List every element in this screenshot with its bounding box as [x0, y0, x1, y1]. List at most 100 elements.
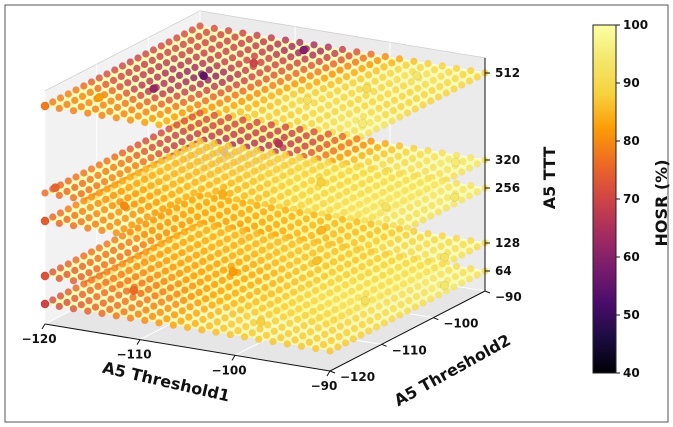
colorbar-gradient [592, 24, 617, 374]
field-point [223, 124, 231, 132]
field-point [244, 104, 252, 112]
field-point [408, 183, 417, 191]
field-point [236, 165, 244, 173]
field-point [118, 232, 127, 240]
field-point [309, 109, 317, 117]
field-point [201, 39, 209, 47]
field-point [71, 96, 79, 104]
field-point [344, 149, 352, 157]
field-point [218, 276, 226, 284]
field-point [450, 200, 458, 208]
field-point [237, 237, 246, 245]
data-point [317, 225, 327, 235]
field-point [169, 180, 177, 188]
field-point [108, 174, 116, 182]
field-point [300, 180, 308, 189]
field-point [186, 303, 194, 311]
field-point [323, 168, 331, 177]
field-point [450, 283, 458, 291]
field-point [133, 179, 141, 187]
field-point [230, 299, 238, 308]
field-point [275, 88, 283, 96]
field-point [206, 170, 215, 178]
field-point [307, 148, 316, 157]
field-point [402, 176, 410, 184]
field-point [374, 313, 382, 321]
field-point [392, 201, 400, 209]
field-point [160, 79, 168, 87]
field-point [87, 276, 96, 284]
field-point [324, 101, 333, 109]
field-point [352, 314, 360, 322]
field-point [78, 92, 87, 100]
field-point [366, 61, 374, 69]
field-point [434, 291, 443, 299]
field-point [209, 122, 217, 130]
field-point [71, 266, 79, 274]
field-point [250, 167, 259, 175]
field-point [147, 237, 155, 245]
field-point [162, 146, 171, 154]
field-point [291, 336, 299, 344]
field-point [126, 173, 134, 181]
data-point [94, 92, 104, 102]
field-point [291, 80, 299, 88]
field-point [411, 220, 419, 228]
field-point [162, 174, 171, 182]
field-point [150, 104, 158, 112]
field-point [161, 69, 169, 77]
field-point [366, 259, 374, 267]
field-point [116, 253, 124, 261]
field-point [322, 262, 330, 270]
field-point [309, 166, 317, 174]
field-point [107, 97, 115, 105]
field-point [56, 264, 65, 272]
field-point [173, 121, 181, 129]
field-point [351, 173, 360, 181]
data-point [228, 267, 238, 277]
field-point [302, 301, 311, 309]
field-point [196, 192, 204, 200]
field-point [231, 33, 239, 41]
field-point [98, 111, 106, 119]
field-point [437, 72, 445, 80]
field-point [206, 55, 215, 64]
field-point [256, 184, 264, 192]
field-point [280, 244, 288, 252]
field-point [307, 231, 316, 240]
field-point [231, 203, 239, 211]
field-point [103, 70, 111, 78]
field-point [381, 140, 389, 148]
field-point [316, 134, 325, 142]
field-point [118, 260, 127, 268]
field-point [240, 77, 248, 85]
field-point [273, 307, 281, 315]
field-point [405, 297, 413, 305]
field-point [381, 309, 390, 317]
field-point [49, 296, 57, 304]
field-point [84, 224, 92, 232]
field-point [272, 165, 281, 173]
field-point [370, 203, 378, 211]
field-point [338, 45, 347, 54]
field-point [194, 101, 202, 109]
field-point [117, 72, 125, 80]
field-point [372, 67, 380, 75]
data-point [149, 84, 159, 94]
field-point [86, 258, 94, 266]
field-point [306, 328, 315, 336]
field-point [78, 290, 87, 298]
field-point [258, 218, 266, 226]
field-point [288, 101, 296, 109]
field-point [341, 281, 349, 289]
field-point [336, 236, 344, 244]
field-point [146, 275, 154, 283]
field-point [473, 243, 481, 251]
field-point [148, 143, 156, 151]
field-point [361, 102, 369, 110]
field-point [102, 195, 110, 203]
field-point [251, 308, 259, 316]
field-point [272, 248, 281, 256]
field-point [429, 163, 437, 171]
field-point [187, 36, 195, 45]
